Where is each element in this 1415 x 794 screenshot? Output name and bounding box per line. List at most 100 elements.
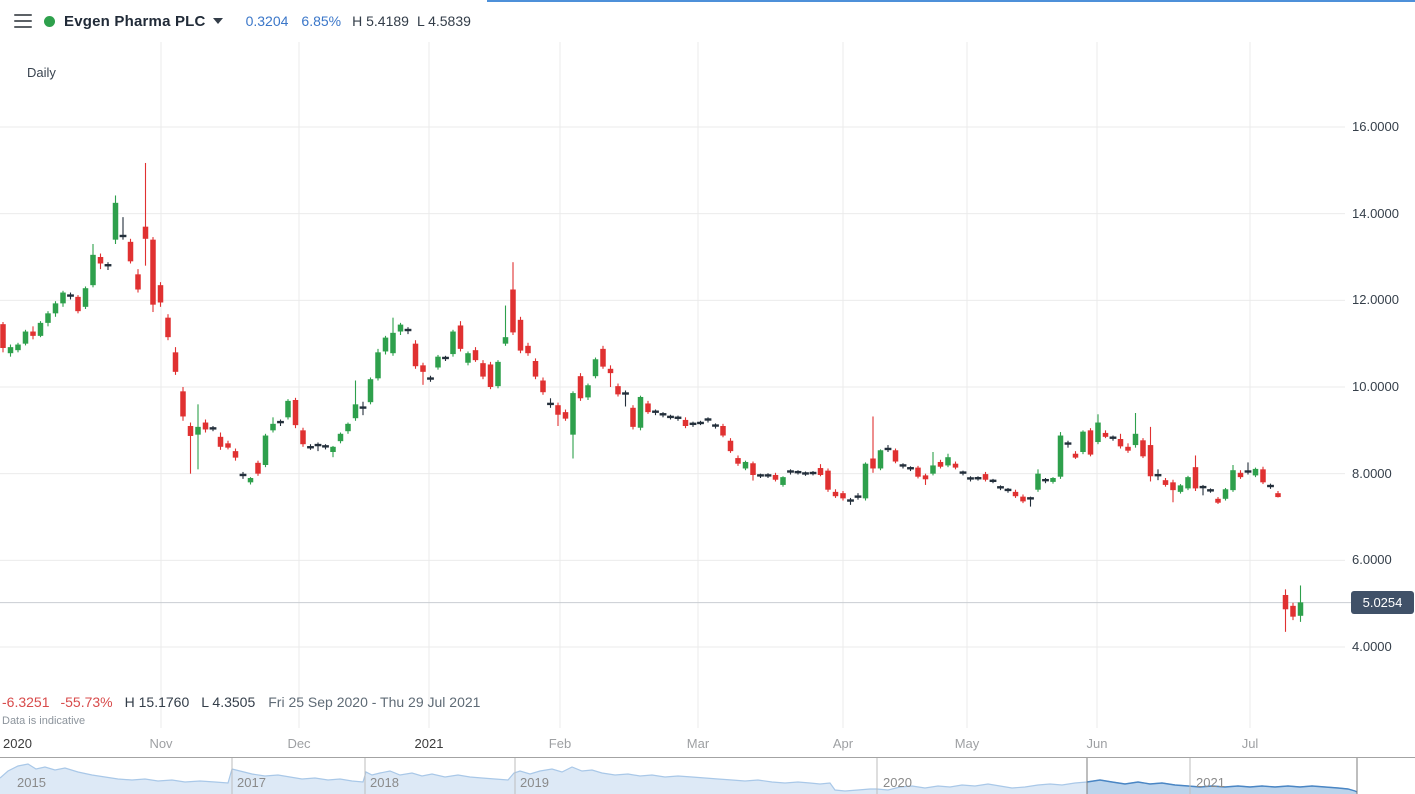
range-navigator[interactable]: 2015 2017 2018 2019 2020 2021 — [0, 757, 1415, 794]
candle-body — [1102, 432, 1109, 437]
candle-body — [480, 363, 486, 377]
candle-body — [915, 467, 921, 477]
candle-body — [645, 403, 651, 413]
symbol-name[interactable]: Evgen Pharma PLC — [64, 12, 206, 30]
candle-body — [352, 404, 359, 419]
candle-body — [945, 457, 951, 466]
candle-body — [22, 331, 29, 344]
candle-body — [300, 430, 306, 445]
candle-body — [7, 347, 14, 354]
candle-body — [772, 474, 779, 480]
candle-doji — [809, 471, 817, 475]
candle-body — [1080, 431, 1086, 452]
candle-body — [232, 451, 239, 458]
navigator-year-label: 2018 — [370, 775, 399, 790]
candle-body — [345, 423, 351, 432]
candle-doji — [1109, 436, 1117, 439]
x-axis-label: Mar — [686, 736, 710, 751]
navigator-year-label: 2019 — [520, 775, 549, 790]
navigator-year-label: 2015 — [17, 775, 46, 790]
x-axis-label: Jul — [1241, 736, 1259, 751]
candle-doji — [704, 418, 712, 421]
candle-body — [682, 419, 689, 426]
x-axis-label: Nov — [149, 736, 173, 751]
candle-body — [487, 364, 494, 387]
candle-doji — [967, 477, 974, 480]
x-axis-label: Jun — [1086, 736, 1108, 751]
current-price-badge: 5.0254 — [1351, 591, 1414, 614]
candle-body — [555, 405, 561, 415]
candle-body — [30, 331, 36, 336]
candle-doji — [404, 328, 412, 332]
candle-body — [540, 380, 546, 393]
candle-body — [825, 470, 831, 490]
candle-body — [472, 350, 479, 361]
candle-doji — [794, 470, 802, 474]
candle-body — [600, 348, 606, 367]
candle-doji — [652, 410, 659, 413]
candle-body — [52, 303, 59, 314]
candle-doji — [67, 294, 74, 297]
candle-body — [75, 296, 81, 312]
candle-body — [15, 344, 21, 351]
candle-body — [262, 435, 269, 465]
candle-body — [1177, 485, 1184, 492]
candle-doji — [1199, 485, 1207, 489]
hamburger-menu-icon[interactable] — [14, 14, 32, 28]
candle-doji — [697, 421, 704, 425]
candle-body — [592, 359, 599, 377]
candle-doji — [1267, 484, 1274, 488]
interval-selector[interactable]: Daily — [27, 65, 56, 80]
candle-body — [615, 386, 621, 395]
period-stats: -6.3251 -55.73% H 15.1760 L 4.3505 Fri 2… — [2, 694, 480, 710]
candle-body — [1117, 438, 1124, 447]
candle-body — [1072, 453, 1079, 458]
candle-doji — [997, 486, 1004, 489]
candle-body — [337, 433, 344, 442]
candle-body — [285, 400, 291, 418]
candle-doji — [1244, 470, 1252, 473]
candle-body — [255, 462, 261, 474]
candle-body — [1125, 446, 1131, 451]
x-axis-label: Feb — [548, 736, 572, 751]
candle-body — [1222, 489, 1229, 499]
candlestick-chart-plot[interactable]: Daily 16.0000 14.0000 12.0000 10.0000 8.0000… — [0, 42, 1415, 756]
candle-doji — [427, 377, 434, 380]
candle-body — [862, 463, 869, 499]
candle-body — [1215, 498, 1221, 503]
candle-body — [1282, 594, 1289, 610]
chevron-down-icon[interactable] — [212, 18, 223, 24]
candle-body — [195, 426, 201, 435]
candle-doji — [764, 474, 772, 477]
candle-body — [270, 423, 276, 431]
candle-body — [1275, 493, 1281, 498]
candle-body — [780, 477, 786, 485]
candle-body — [750, 463, 756, 475]
candle-body — [1035, 473, 1041, 490]
candle-body — [150, 239, 156, 305]
candle-body — [577, 376, 584, 399]
period-change-percent: -55.73% — [60, 694, 113, 710]
navigator-area — [0, 764, 1357, 794]
candle-body — [637, 396, 644, 428]
navigator-canvas[interactable] — [0, 758, 1415, 794]
navigator-year-label: 2017 — [237, 775, 266, 790]
candle-body — [225, 443, 231, 448]
chart-canvas[interactable] — [0, 42, 1415, 756]
data-indicative-note: Data is indicative — [2, 715, 86, 727]
candle-body — [585, 385, 591, 398]
candle-doji — [674, 416, 682, 419]
candle-doji — [442, 356, 449, 360]
candle-body — [982, 474, 989, 480]
candle-body — [1087, 430, 1094, 455]
market-open-dot-icon — [44, 15, 55, 27]
x-axis-label: Dec — [287, 736, 311, 751]
candle-body — [450, 331, 456, 355]
candle-doji — [884, 447, 892, 451]
candle-body — [412, 343, 419, 367]
candle-body — [570, 393, 576, 435]
candle-doji — [907, 467, 914, 470]
candle-body — [45, 313, 51, 323]
candle-body — [1192, 467, 1199, 489]
candle-body — [727, 440, 734, 452]
